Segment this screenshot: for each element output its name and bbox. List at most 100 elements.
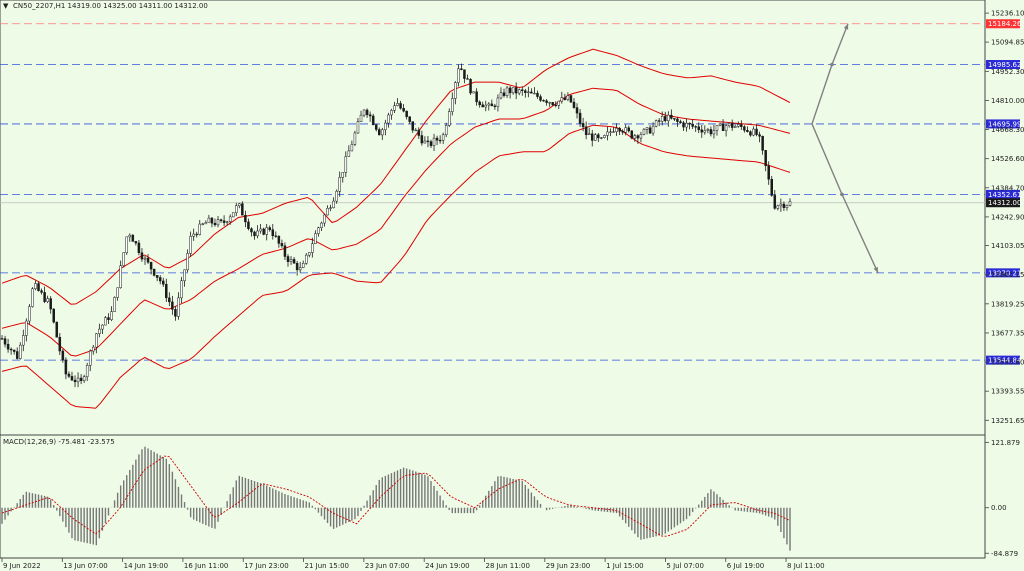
price-level-label: 13970.21 (988, 269, 1021, 277)
candle-body (301, 263, 305, 268)
candle-body (527, 91, 530, 93)
candle-body (19, 344, 22, 359)
arrowhead-icon (843, 23, 849, 30)
price-tick-label: 13393.55 (991, 388, 1024, 396)
candle-body (12, 349, 16, 352)
candle-body (344, 156, 348, 173)
candle-body (460, 68, 463, 70)
candle-body (746, 130, 749, 132)
price-level-label: 15184.26 (988, 20, 1022, 28)
candle-body (341, 172, 345, 178)
candle-body (667, 114, 670, 122)
time-axis[interactable]: 9 Jun 2022 13 Jun 07:00 14 Jun 19:00 16 Jun… (1, 558, 825, 570)
candle-body (67, 373, 71, 377)
time-tick-label: 1 Jul 15:00 (606, 562, 644, 570)
candle-body (396, 103, 399, 106)
candle-body (134, 241, 138, 244)
candle-body (776, 205, 780, 209)
candle-body (755, 128, 758, 135)
candle-body (253, 231, 256, 237)
candle-body (782, 203, 786, 208)
bollinger-lower-line (1, 124, 791, 409)
candle-body (195, 233, 198, 236)
candle-body (28, 306, 31, 322)
candle-body (79, 377, 83, 381)
price-level-label: 13544.84 (988, 357, 1022, 365)
candle-body (387, 114, 390, 124)
candlesticks (0, 63, 792, 388)
candle-body (168, 297, 171, 303)
candle-body (639, 134, 643, 139)
candle-body (499, 92, 503, 99)
candle-body (770, 178, 773, 196)
candle-body (408, 116, 411, 122)
candle-body (463, 69, 466, 79)
price-tick-label: 13535.60 (991, 359, 1024, 367)
candle-body (43, 292, 46, 302)
bollinger-upper-line (1, 48, 791, 305)
candle-body (125, 236, 128, 253)
macd-info-text: MACD(12,26,9) -75.481 -23.575 (3, 438, 115, 446)
candle-body (603, 135, 606, 138)
candle-body (286, 256, 290, 262)
candle-body (524, 90, 527, 93)
candle-body (95, 333, 98, 348)
candle-body (536, 92, 539, 97)
projection-arrows[interactable] (811, 23, 879, 274)
candle-body (451, 98, 454, 112)
candle-body (563, 97, 567, 100)
candle-body (402, 108, 405, 112)
candle-body (703, 130, 707, 133)
price-tick-label: 14668.30 (991, 126, 1024, 134)
candle-body (627, 127, 630, 132)
candle-body (718, 123, 722, 126)
candle-body (365, 109, 369, 116)
candle-body (454, 82, 457, 99)
candle-body (107, 317, 110, 320)
time-tick-label: 29 Jun 23:00 (546, 562, 590, 570)
candle-body (682, 122, 685, 128)
candle-body (222, 220, 226, 223)
candle-body (213, 222, 217, 226)
candle-body (420, 135, 424, 144)
candle-body (594, 134, 597, 141)
candle-body (268, 227, 271, 230)
candle-body (530, 91, 533, 94)
macd-signal-line (1, 455, 791, 537)
price-tick-label: 15094.85 (991, 39, 1024, 47)
candle-body (116, 287, 119, 298)
symbol-menu-icon[interactable]: ▼ (3, 2, 9, 10)
candle-body (733, 126, 737, 128)
candle-body (158, 277, 162, 282)
macd-tick-label: 0.00 (991, 504, 1007, 512)
time-tick-label: 21 Jun 15:00 (305, 562, 349, 570)
candle-body (332, 200, 335, 209)
candle-body (259, 228, 262, 232)
candle-body (122, 252, 125, 267)
candle-body (393, 105, 396, 111)
candle-body (737, 124, 740, 127)
price-tick-label: 14526.60 (991, 155, 1024, 163)
price-axis[interactable]: 15236.10 15094.85 14952.30 14810.00 14668.30… (985, 10, 1024, 425)
candle-body (149, 261, 153, 270)
price-level-tag (986, 189, 1020, 199)
arrowhead-icon (873, 266, 878, 273)
candle-body (384, 122, 387, 131)
price-tick-label: 13819.25 (991, 300, 1024, 308)
candle-body (508, 87, 512, 94)
candle-body (22, 335, 25, 346)
candle-body (466, 78, 469, 80)
candle-body (219, 219, 223, 221)
macd-histogram (1, 446, 791, 551)
candle-body (569, 95, 573, 103)
candle-body (502, 92, 506, 96)
candle-body (335, 191, 338, 202)
price-tick-label: 14103.05 (991, 242, 1024, 250)
candle-body (73, 379, 77, 383)
price-level-tag (986, 198, 1020, 208)
candle-body (250, 228, 253, 233)
candle-body (198, 223, 202, 235)
candle-body (423, 140, 427, 144)
candle-body (709, 129, 713, 135)
